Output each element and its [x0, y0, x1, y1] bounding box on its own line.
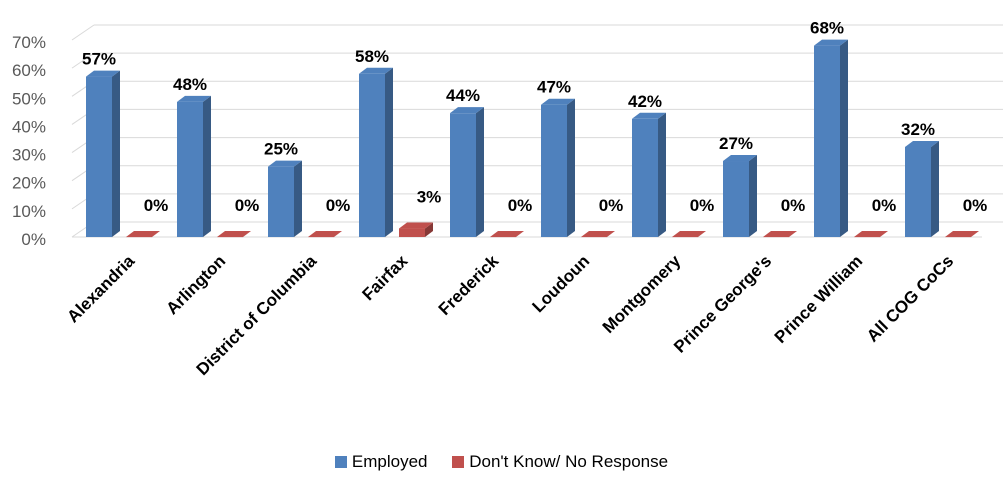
bar-top [814, 39, 848, 46]
bar-top [945, 231, 979, 237]
x-category-label: Alexandria [63, 251, 138, 326]
bar-top [723, 155, 757, 162]
bar-top [854, 231, 888, 237]
bar-side [658, 112, 666, 237]
y-tick-label: 70% [12, 33, 46, 52]
bar-side [294, 160, 302, 237]
y-tick-label: 0% [21, 230, 46, 249]
bar-side [476, 107, 484, 238]
bar [359, 73, 385, 238]
data-label: 44% [446, 86, 480, 105]
bar-top [541, 98, 575, 105]
bar-side [931, 140, 939, 237]
data-label: 0% [781, 196, 806, 215]
bar-side [567, 98, 575, 237]
x-category-label: Loudoun [528, 251, 593, 316]
bar [177, 101, 203, 238]
data-label: 0% [144, 196, 169, 215]
bar [541, 104, 567, 237]
bar-chart: 0% 10% 20% 30% 40% 50% 60% 70% 57% 0% Alexandria 48… [12, 19, 1003, 379]
legend-item-employed: Employed [334, 452, 428, 472]
bar-side [112, 70, 120, 237]
bar-top [217, 231, 251, 237]
bar [905, 146, 931, 237]
data-label: 48% [173, 75, 207, 94]
legend: Employed Don't Know/ No Response [0, 452, 1003, 473]
bar [632, 118, 658, 237]
x-category-label: Montgomery [599, 251, 685, 337]
bar [268, 166, 294, 237]
bar-top [632, 112, 666, 119]
bar-top [581, 231, 615, 237]
y-tick-label: 50% [12, 89, 46, 108]
bar-top [672, 231, 706, 237]
bar-side [840, 39, 848, 237]
data-label: 25% [264, 140, 298, 159]
y-tick-label: 30% [12, 146, 46, 165]
gridline-side [71, 24, 95, 41]
data-label: 68% [810, 19, 844, 38]
data-label: 58% [355, 47, 389, 66]
data-label: 27% [719, 134, 753, 153]
bar-side [749, 155, 757, 237]
x-category-label: All COG CoCs [863, 251, 957, 345]
bar-top [86, 70, 120, 77]
data-label: 0% [690, 196, 715, 215]
x-category-label: Frederick [435, 251, 503, 319]
x-category-label: Arlington [162, 251, 229, 318]
bar-top [268, 160, 302, 167]
bar-top [490, 231, 524, 237]
bar-side [385, 67, 393, 238]
bar-top [126, 231, 160, 237]
x-category-label: Prince William [771, 251, 867, 347]
bar-side [425, 222, 433, 237]
bar [399, 228, 425, 237]
data-label: 47% [537, 78, 571, 97]
data-label: 42% [628, 92, 662, 111]
bar-top [763, 231, 797, 237]
legend-swatch-employed [334, 456, 347, 468]
gridline-side [71, 52, 95, 69]
legend-label-employed: Employed [351, 452, 428, 471]
y-tick-label: 40% [12, 117, 46, 136]
data-label: 0% [508, 196, 533, 215]
bar [86, 76, 112, 237]
bar [814, 45, 840, 237]
bar [723, 161, 749, 237]
data-label: 32% [901, 120, 935, 139]
legend-swatch-dont-know [452, 456, 465, 468]
data-label: 0% [326, 196, 351, 215]
y-tick-label: 10% [12, 202, 46, 221]
bar-top [308, 231, 342, 237]
y-tick-label: 60% [12, 61, 46, 80]
x-category-label: Fairfax [358, 251, 411, 304]
legend-label-dont-know: Don't Know/ No Response [469, 452, 669, 471]
bar-top [359, 67, 393, 74]
data-label: 0% [235, 196, 260, 215]
bar-top [399, 222, 433, 229]
y-tick-label: 20% [12, 174, 46, 193]
bar-top [905, 140, 939, 147]
data-label: 0% [872, 196, 897, 215]
data-label: 0% [963, 196, 988, 215]
bar [450, 113, 476, 237]
data-label: 0% [599, 196, 624, 215]
x-category-label: Prince George's [670, 251, 775, 356]
data-label: 57% [82, 50, 116, 69]
bar-top [450, 107, 484, 114]
bar-top [177, 95, 211, 102]
legend-item-dont-know: Don't Know/ No Response [452, 452, 668, 472]
bar-side [203, 95, 211, 238]
data-label: 3% [417, 188, 442, 207]
